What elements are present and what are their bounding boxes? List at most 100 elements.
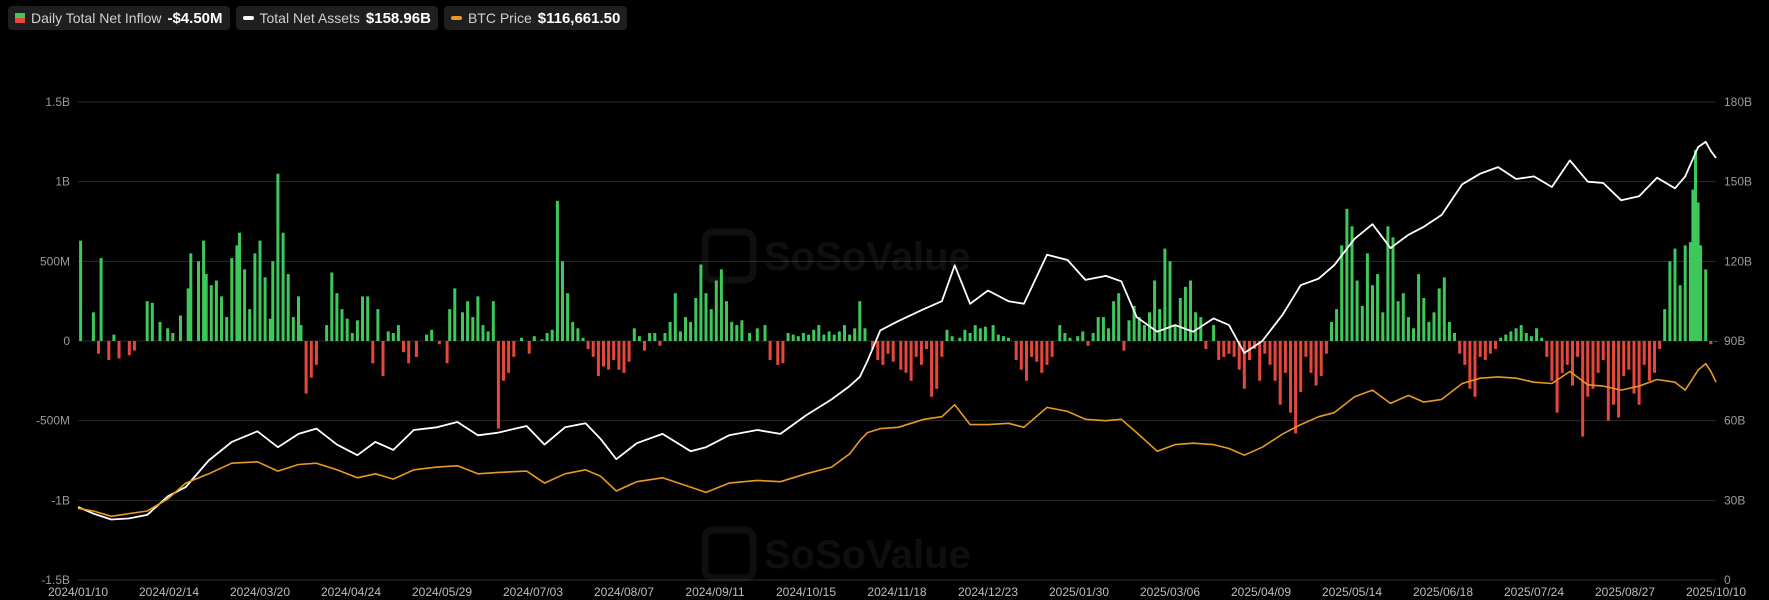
- inflow-bar[interactable]: [1227, 341, 1231, 354]
- inflow-bar[interactable]: [958, 337, 962, 341]
- inflow-bar[interactable]: [1458, 341, 1462, 354]
- inflow-bar[interactable]: [1601, 341, 1605, 361]
- inflow-bar[interactable]: [704, 293, 708, 341]
- inflow-bar[interactable]: [1278, 341, 1282, 405]
- inflow-bar[interactable]: [376, 309, 380, 341]
- inflow-bar[interactable]: [158, 321, 162, 341]
- inflow-bar[interactable]: [1473, 341, 1477, 397]
- inflow-bar[interactable]: [1540, 337, 1544, 341]
- inflow-bar[interactable]: [286, 274, 290, 341]
- inflow-bar[interactable]: [271, 261, 275, 341]
- inflow-bar[interactable]: [496, 341, 500, 429]
- inflow-bar[interactable]: [581, 337, 585, 341]
- inflow-bar[interactable]: [881, 341, 885, 365]
- inflow-bar[interactable]: [402, 341, 405, 353]
- inflow-bar[interactable]: [807, 334, 811, 341]
- inflow-bar[interactable]: [1101, 317, 1105, 341]
- inflow-bar[interactable]: [1112, 301, 1116, 341]
- inflow-bar[interactable]: [117, 341, 121, 359]
- inflow-bar[interactable]: [827, 331, 831, 341]
- inflow-bar[interactable]: [476, 296, 480, 341]
- inflow-bar[interactable]: [1289, 341, 1292, 413]
- inflow-bar[interactable]: [243, 269, 247, 341]
- inflow-bar[interactable]: [748, 333, 752, 341]
- inflow-bar[interactable]: [325, 325, 329, 341]
- inflow-bar[interactable]: [1122, 341, 1126, 351]
- inflow-bar[interactable]: [796, 336, 800, 341]
- inflow-bar[interactable]: [1242, 341, 1246, 389]
- inflow-bar[interactable]: [1586, 341, 1590, 397]
- inflow-bar[interactable]: [1299, 341, 1303, 392]
- inflow-bar[interactable]: [1401, 293, 1405, 341]
- inflow-bar[interactable]: [202, 240, 206, 341]
- inflow-bar[interactable]: [1330, 321, 1333, 341]
- inflow-bar[interactable]: [1127, 320, 1131, 341]
- inflow-bar[interactable]: [1437, 288, 1441, 341]
- inflow-bar[interactable]: [1555, 341, 1559, 413]
- inflow-bar[interactable]: [1617, 341, 1621, 418]
- inflow-bar[interactable]: [1007, 337, 1010, 341]
- inflow-bar[interactable]: [963, 329, 967, 341]
- inflow-bar[interactable]: [919, 341, 923, 365]
- inflow-bar[interactable]: [391, 333, 395, 341]
- inflow-bar[interactable]: [1576, 341, 1580, 357]
- inflow-bar[interactable]: [304, 341, 308, 394]
- inflow-bar[interactable]: [540, 339, 544, 341]
- inflow-bar[interactable]: [220, 296, 223, 341]
- inflow-bar[interactable]: [637, 336, 641, 341]
- inflow-bar[interactable]: [345, 318, 349, 341]
- inflow-bar[interactable]: [1550, 341, 1554, 381]
- legend-assets-toggle[interactable]: Total Net Assets $158.96B: [235, 6, 438, 30]
- inflow-bar[interactable]: [1565, 341, 1569, 365]
- inflow-bar[interactable]: [1386, 226, 1390, 341]
- inflow-bar[interactable]: [381, 341, 385, 377]
- inflow-bar[interactable]: [1509, 331, 1513, 341]
- inflow-bar[interactable]: [1142, 325, 1146, 341]
- inflow-bar[interactable]: [297, 296, 300, 341]
- inflow-bar[interactable]: [79, 240, 83, 341]
- inflow-bar[interactable]: [1086, 341, 1090, 346]
- inflow-bar[interactable]: [1153, 280, 1157, 342]
- inflow-bar[interactable]: [1396, 301, 1400, 341]
- inflow-bar[interactable]: [314, 341, 318, 365]
- inflow-bar[interactable]: [1178, 298, 1182, 341]
- inflow-bar[interactable]: [617, 341, 621, 370]
- inflow-bar[interactable]: [1442, 277, 1446, 341]
- inflow-bar[interactable]: [248, 309, 252, 341]
- inflow-bar[interactable]: [1637, 341, 1641, 405]
- inflow-bar[interactable]: [1422, 298, 1426, 341]
- inflow-bar[interactable]: [448, 309, 452, 341]
- inflow-bar[interactable]: [1709, 341, 1713, 345]
- inflow-bar[interactable]: [1309, 341, 1313, 373]
- inflow-bar[interactable]: [225, 317, 229, 341]
- inflow-bar[interactable]: [694, 298, 698, 341]
- inflow-bar[interactable]: [740, 320, 744, 341]
- inflow-bar[interactable]: [545, 333, 549, 341]
- inflow-bar[interactable]: [1642, 341, 1646, 365]
- inflow-bar[interactable]: [1063, 333, 1067, 341]
- inflow-bar[interactable]: [899, 341, 903, 370]
- inflow-bar[interactable]: [945, 329, 949, 341]
- inflow-bar[interactable]: [648, 333, 652, 341]
- inflow-bar[interactable]: [1107, 328, 1110, 341]
- inflow-bar[interactable]: [714, 280, 718, 342]
- inflow-bar[interactable]: [1468, 341, 1472, 389]
- inflow-bar[interactable]: [837, 331, 841, 341]
- inflow-bar[interactable]: [486, 331, 490, 341]
- inflow-bar[interactable]: [1365, 253, 1369, 341]
- inflow-bar[interactable]: [386, 331, 390, 341]
- inflow-bar[interactable]: [107, 341, 111, 361]
- inflow-bar[interactable]: [197, 261, 200, 341]
- inflow-bar[interactable]: [1571, 341, 1574, 386]
- inflow-bar[interactable]: [776, 341, 780, 365]
- inflow-bar[interactable]: [1168, 261, 1172, 341]
- inflow-bar[interactable]: [502, 341, 505, 381]
- inflow-bar[interactable]: [1381, 312, 1385, 341]
- inflow-bar[interactable]: [291, 317, 295, 341]
- inflow-bar[interactable]: [1376, 274, 1380, 341]
- inflow-bar[interactable]: [209, 285, 213, 341]
- inflow-bar[interactable]: [1678, 285, 1682, 341]
- inflow-bar[interactable]: [791, 334, 795, 341]
- inflow-bar[interactable]: [991, 325, 995, 341]
